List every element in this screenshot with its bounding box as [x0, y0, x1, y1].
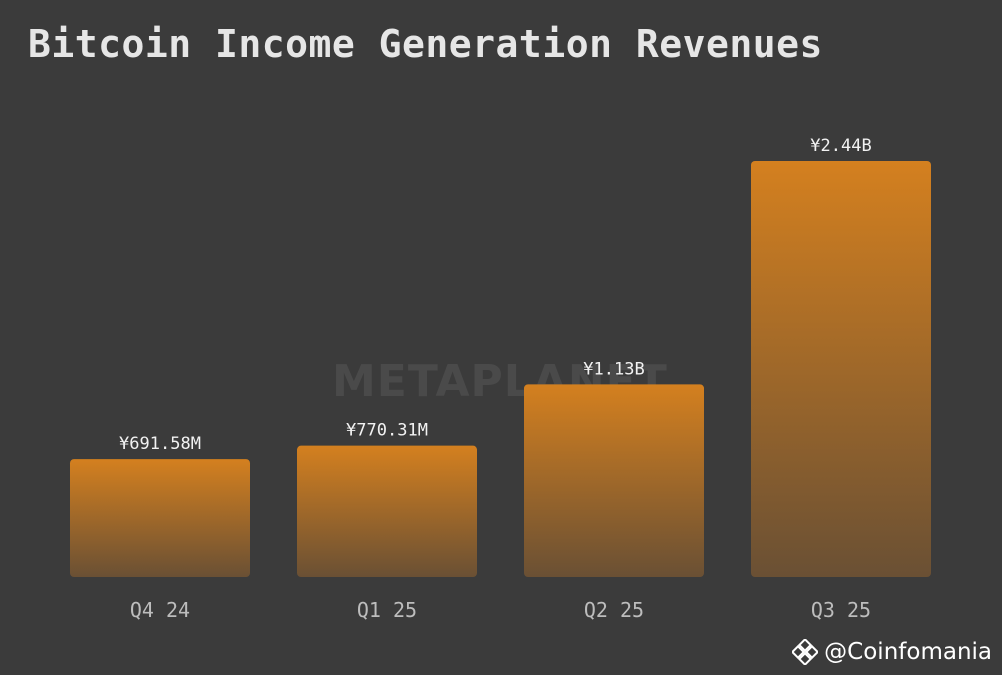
bar-q1-25 — [297, 445, 477, 577]
bar-q4-24 — [70, 459, 250, 577]
x-tick-label: Q2 25 — [584, 598, 644, 622]
data-label: ¥2.44B — [810, 136, 871, 156]
data-label: ¥691.58M — [119, 434, 201, 454]
data-label: ¥770.31M — [346, 421, 428, 441]
data-label: ¥1.13B — [583, 359, 644, 379]
credit-text: @Coinfomania — [824, 639, 992, 665]
bar-q2-25 — [524, 384, 704, 577]
x-tick-label: Q4 24 — [130, 598, 190, 622]
chart-title: Bitcoin Income Generation Revenues — [28, 22, 823, 66]
x-tick-label: Q3 25 — [811, 598, 871, 622]
credit: @Coinfomania — [792, 639, 992, 665]
binance-diamond-icon — [792, 639, 819, 665]
x-tick-label: Q1 25 — [357, 598, 417, 622]
bar-q3-25 — [751, 161, 931, 577]
